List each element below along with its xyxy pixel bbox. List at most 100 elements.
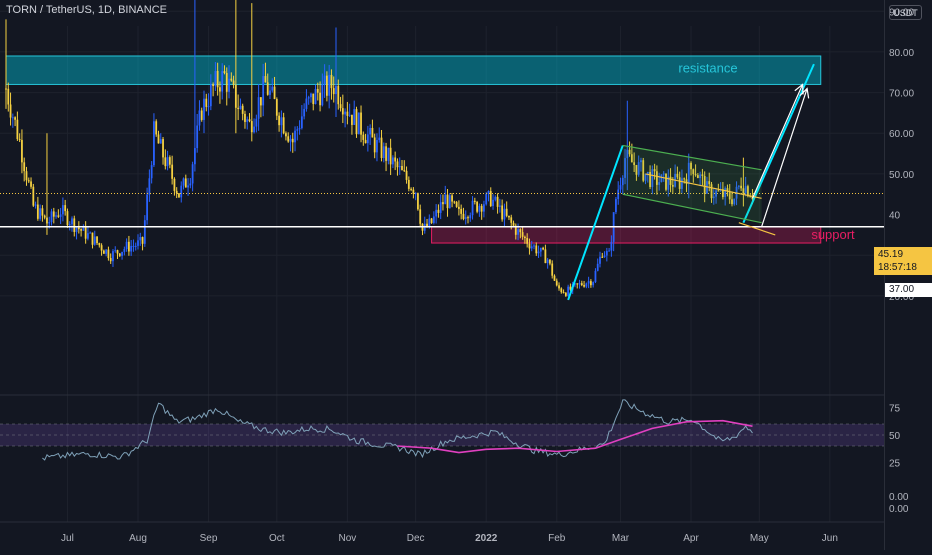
candle	[232, 75, 235, 89]
candle-body	[671, 184, 674, 187]
candle	[168, 155, 171, 169]
candle-body	[398, 166, 401, 168]
candle-body	[91, 232, 94, 245]
time-tick-label: May	[750, 533, 769, 544]
candle	[127, 235, 130, 256]
candle-body	[64, 205, 67, 212]
candle-body	[555, 280, 558, 286]
candle-body	[553, 275, 556, 281]
candle-body	[542, 247, 545, 250]
time-tick-label: Apr	[683, 533, 699, 544]
candle-body	[5, 88, 7, 90]
candle-body	[162, 139, 164, 158]
candle-body	[473, 200, 476, 202]
candle-body	[712, 196, 715, 199]
candle-body	[303, 108, 306, 117]
candle	[18, 133, 21, 143]
candle-body	[230, 78, 233, 81]
candle-body	[173, 178, 176, 191]
candle	[303, 103, 306, 120]
rsi-tick-label: 50	[889, 431, 901, 442]
candle	[421, 223, 424, 236]
candle	[16, 111, 19, 141]
candle-body	[731, 199, 733, 205]
candle	[646, 171, 649, 183]
candle	[539, 247, 542, 257]
candle	[635, 164, 638, 181]
candle	[216, 62, 219, 96]
candle	[544, 244, 547, 264]
candle	[417, 192, 419, 211]
currency-button[interactable]: USDT	[889, 5, 922, 20]
candle	[592, 281, 595, 288]
candle-body	[624, 158, 626, 178]
candle-body	[271, 86, 274, 91]
candle-body	[658, 182, 661, 185]
candle-body	[701, 174, 704, 176]
candle-body	[389, 147, 392, 165]
candle	[246, 116, 249, 130]
candle	[82, 224, 85, 231]
candle-body	[171, 164, 174, 179]
candle	[712, 188, 715, 205]
candle-body	[300, 116, 303, 129]
candle	[200, 107, 203, 122]
candle-body	[348, 114, 351, 116]
candle	[744, 176, 747, 197]
candle-body	[621, 177, 624, 186]
candle-body	[257, 97, 260, 119]
candle-body	[667, 176, 670, 190]
candle	[285, 131, 287, 141]
candle	[394, 151, 397, 171]
candle-body	[637, 162, 640, 175]
candle	[189, 178, 192, 189]
candle-body	[430, 218, 433, 223]
candle	[141, 236, 144, 251]
candle	[669, 168, 672, 193]
candle	[526, 233, 529, 248]
candle-body	[496, 196, 499, 207]
candle-body	[48, 222, 51, 224]
candle	[505, 201, 508, 218]
candle-body	[330, 74, 333, 89]
time-tick-label: Oct	[269, 533, 285, 544]
candle	[594, 268, 597, 284]
candle	[25, 166, 28, 186]
candle	[164, 149, 167, 170]
candle-body	[134, 245, 137, 247]
candle	[724, 186, 727, 206]
candle	[692, 168, 695, 183]
candle	[55, 211, 57, 219]
candle-body	[692, 169, 695, 175]
candle	[467, 215, 469, 224]
candle	[178, 192, 180, 198]
candle	[369, 124, 372, 145]
candle-body	[307, 97, 310, 99]
support-zone	[431, 226, 822, 244]
candle-body	[196, 125, 199, 149]
candle	[710, 181, 713, 203]
candle	[649, 165, 651, 190]
candle	[471, 196, 474, 220]
candle	[348, 103, 351, 118]
candle-body	[580, 283, 583, 286]
candle	[214, 62, 217, 91]
candle	[412, 187, 415, 199]
candle-body	[510, 217, 513, 223]
candle-body	[417, 193, 419, 210]
price-tick-label: 90.00	[889, 7, 914, 18]
candle-body	[544, 249, 547, 264]
candle	[551, 260, 554, 279]
candle-body	[442, 202, 444, 205]
candle	[27, 177, 30, 184]
candle	[291, 132, 294, 153]
candle-body	[608, 250, 611, 252]
candle	[662, 171, 665, 182]
candle	[464, 210, 467, 225]
candle-body	[651, 169, 654, 187]
candle	[275, 97, 278, 121]
candle-body	[205, 98, 208, 107]
candle	[423, 216, 426, 234]
